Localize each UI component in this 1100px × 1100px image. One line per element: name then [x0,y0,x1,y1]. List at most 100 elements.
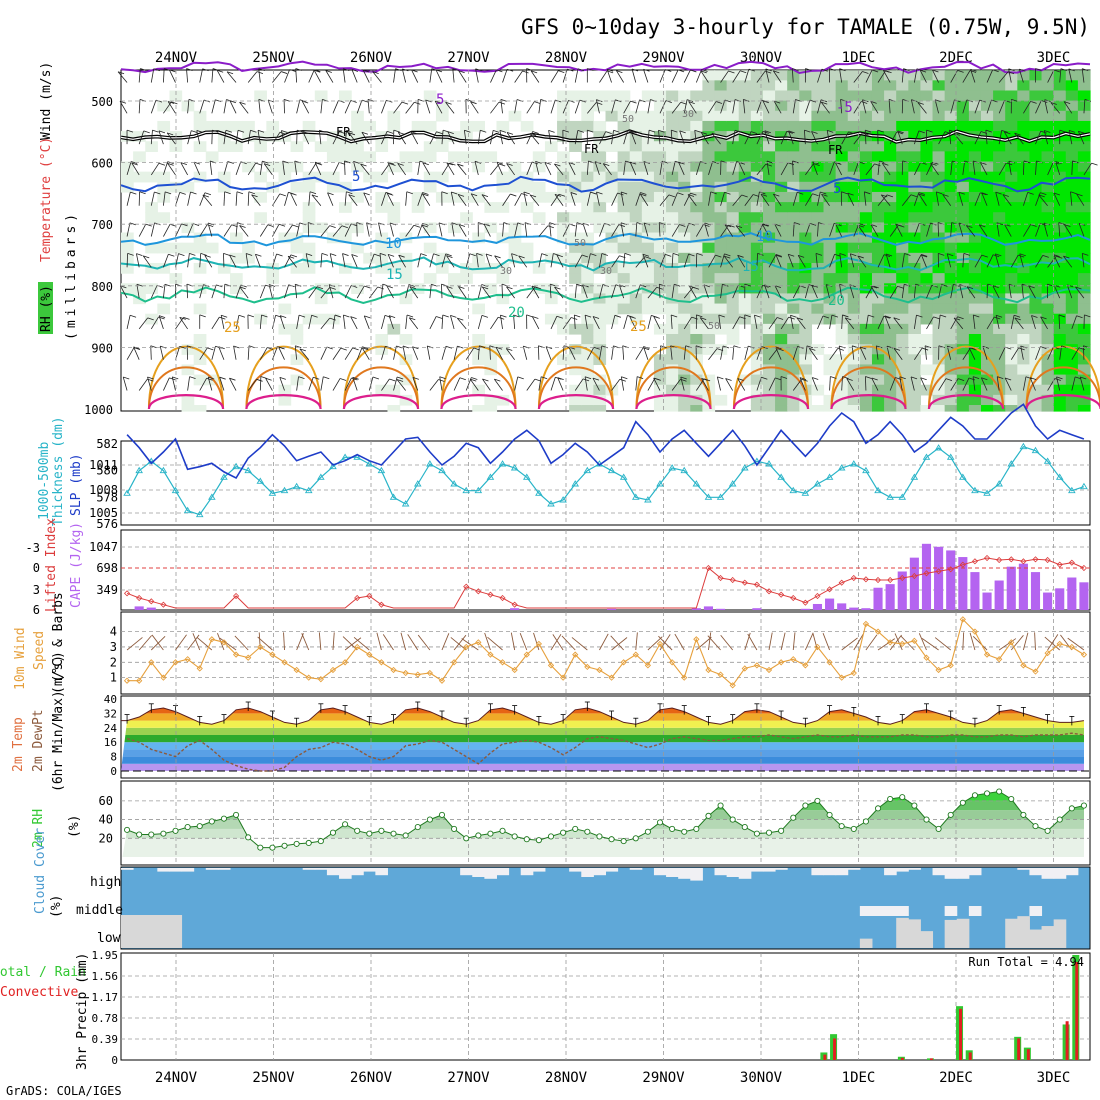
wind-barb [914,254,922,268]
cloud-gap-high [847,868,861,870]
wind-barb [368,254,375,268]
rh-cell [448,283,461,295]
wind-barb-flag [480,129,487,133]
rh-cell [896,90,909,102]
rh-cell [932,333,946,345]
wind-barb-flag [665,100,672,103]
rh-cell [799,394,813,406]
rh-cell [980,161,994,173]
wind-barb-flag [377,286,384,290]
wind-barb-flag [445,101,452,105]
wind-barb-flag [737,254,744,258]
rh-cell [775,232,788,244]
rh-cell [811,151,825,163]
rh-cell [714,323,728,335]
wind-barb [549,222,552,237]
wind-barb [574,284,577,299]
wind-barb [811,377,818,391]
rh-cell [217,181,231,193]
cloud-gap-high [496,868,510,876]
wind-barb [980,377,988,391]
rh-cell [884,151,897,163]
surface-barb [318,632,322,651]
wind-barb-flag [904,283,911,287]
wind-barb-flag [351,69,359,72]
rh-cell [157,303,171,315]
rh-cell [726,262,740,274]
surface-barb [1010,635,1024,651]
cape-bar [885,584,895,610]
surface-barb [450,637,467,651]
wind-barb-flag [696,252,703,256]
rh-cell [1029,90,1043,102]
wind-barb-flag [183,317,190,320]
rh2m-marker [814,797,821,804]
rh-cell [738,273,752,284]
rh-cell [823,191,837,203]
rh-cell [702,313,716,325]
wind-barb-flag [985,129,992,133]
wind-barb [296,222,301,237]
rh-cell [1017,364,1031,376]
thickness-marker [922,453,931,460]
thickness-marker [195,510,204,518]
wind-marker [826,659,833,666]
wind-barb [744,194,754,206]
rh-cell [1065,151,1079,163]
rh-cell [605,171,619,183]
wind-barb-flag [848,131,855,135]
wind-barb [495,347,503,360]
wind-barb-flag [452,68,459,71]
rh2m-marker [390,830,397,837]
wind-barb-flag [765,68,772,72]
rh-cell [1029,181,1043,193]
wind-barb [622,345,625,360]
wind-barb [671,102,682,114]
wind-barb-flag [966,225,973,228]
rh-cell [932,120,946,132]
wind-barb-flag [992,285,999,289]
wind-barb-flag [282,160,289,164]
wind-barb-flag [379,253,387,256]
wind-barb-flag [920,377,927,381]
wind-barb [744,69,750,83]
rh-cell [1029,120,1043,132]
rh-cell [629,110,643,122]
wind-barb-flag [842,314,849,318]
rh-cell [884,232,897,244]
rh-cell [617,161,631,173]
wind-barb [562,345,565,360]
wind-barb [405,314,408,329]
rh-cell [896,273,909,284]
wind-barb [332,100,339,114]
rh-cell [1005,151,1018,163]
rh-cell [1053,344,1067,355]
rh-cell [1065,100,1079,112]
rh-cell [738,212,752,223]
wind-barb-flag [831,314,839,318]
rh-cell [557,252,570,264]
rh-cell [968,202,982,213]
rh-cell [908,232,922,244]
wind-barb-flag [150,345,157,349]
rh-cell [375,333,389,345]
wind-barb-flag [1064,224,1071,228]
cloud-low-block [944,919,958,948]
rh-cell [726,70,740,81]
wind-barb-flag [837,348,844,351]
wind-marker [608,674,615,681]
rh-cell [653,141,667,152]
wind-barb-flag [1068,68,1075,72]
rh-cell [835,242,849,254]
wind-barb [797,255,806,268]
rh-cell [932,293,946,305]
rh-cell [690,161,703,173]
li-marker [874,576,882,584]
contour-35 [830,394,907,410]
rh-cell [145,262,158,274]
temp-label-1: 2m Temp [11,717,26,772]
rh-cell [932,70,946,81]
rh-cell [859,252,873,264]
wind-barb-flag [446,285,453,289]
wind-barb [342,68,346,83]
